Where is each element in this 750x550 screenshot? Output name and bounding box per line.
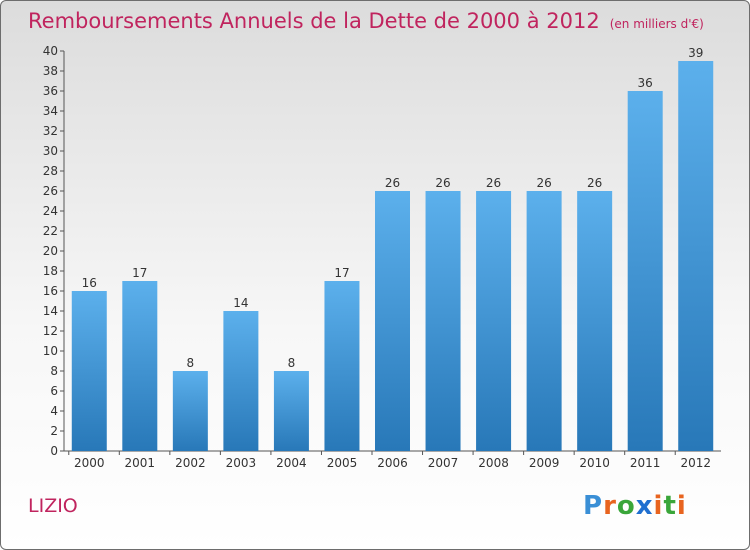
- y-tick-label: 18: [43, 264, 58, 278]
- logo-letter: r: [603, 491, 617, 521]
- y-tick-label: 22: [43, 224, 58, 238]
- y-tick-label: 24: [43, 204, 58, 218]
- data-label: 26: [486, 176, 501, 190]
- x-tick-label: 2005: [327, 456, 358, 470]
- bar: [425, 191, 461, 451]
- data-label: 8: [187, 356, 195, 370]
- x-tick-label: 2011: [630, 456, 661, 470]
- logo-letter: i: [653, 491, 664, 521]
- x-tick-label: 2000: [74, 456, 105, 470]
- data-label: 8: [288, 356, 296, 370]
- x-tick-label: 2012: [680, 456, 711, 470]
- y-tick-label: 40: [43, 44, 58, 58]
- y-tick-label: 32: [43, 124, 58, 138]
- y-tick-label: 12: [43, 324, 58, 338]
- bar: [71, 291, 107, 451]
- logo-letter: i: [676, 491, 687, 521]
- bar: [577, 191, 613, 451]
- commune-name: LIZIO: [28, 495, 78, 517]
- proxiti-logo: Proxiti: [583, 491, 687, 521]
- logo-letter: x: [635, 491, 654, 521]
- data-label: 26: [587, 176, 602, 190]
- y-tick-label: 16: [43, 284, 58, 298]
- x-tick-label: 2009: [529, 456, 560, 470]
- data-label: 26: [435, 176, 450, 190]
- bar: [476, 191, 512, 451]
- x-tick-label: 2010: [579, 456, 610, 470]
- chart-subtitle: (en milliers d'€): [609, 17, 704, 31]
- y-tick-label: 34: [43, 104, 58, 118]
- y-tick-label: 14: [43, 304, 58, 318]
- y-tick-label: 0: [50, 444, 58, 458]
- data-label: 26: [536, 176, 551, 190]
- x-tick-label: 2003: [226, 456, 257, 470]
- x-tick-label: 2004: [276, 456, 307, 470]
- x-tick-label: 2006: [377, 456, 408, 470]
- bar: [223, 311, 259, 451]
- logo-letter: P: [583, 491, 604, 521]
- x-tick-label: 2001: [125, 456, 156, 470]
- data-label: 26: [385, 176, 400, 190]
- bar: [172, 371, 208, 451]
- bar: [122, 281, 158, 451]
- bar: [526, 191, 562, 451]
- bar-chart: 0246810121416182022242628303234363840200…: [43, 44, 721, 470]
- y-tick-label: 36: [43, 84, 58, 98]
- y-tick-label: 2: [50, 424, 58, 438]
- y-tick-label: 30: [43, 144, 58, 158]
- y-tick-label: 6: [50, 384, 58, 398]
- data-label: 14: [233, 296, 248, 310]
- x-tick-label: 2002: [175, 456, 206, 470]
- y-tick-label: 4: [50, 404, 58, 418]
- bar: [375, 191, 410, 451]
- logo-letter: t: [663, 491, 677, 521]
- x-tick-label: 2007: [428, 456, 459, 470]
- data-label: 39: [688, 46, 703, 60]
- y-tick-label: 20: [43, 244, 58, 258]
- logo-letter: o: [616, 491, 636, 521]
- y-tick-label: 26: [43, 184, 58, 198]
- data-label: 36: [638, 76, 653, 90]
- chart-title: Remboursements Annuels de la Dette de 20…: [28, 9, 704, 33]
- y-tick-label: 38: [43, 64, 58, 78]
- data-label: 17: [132, 266, 147, 280]
- x-tick-label: 2008: [478, 456, 509, 470]
- bar: [678, 61, 714, 451]
- y-tick-label: 28: [43, 164, 58, 178]
- data-label: 17: [334, 266, 349, 280]
- y-tick-label: 8: [50, 364, 58, 378]
- bar: [627, 91, 663, 451]
- data-label: 16: [82, 276, 97, 290]
- bar: [273, 371, 309, 451]
- y-tick-label: 10: [43, 344, 58, 358]
- bar: [324, 281, 360, 451]
